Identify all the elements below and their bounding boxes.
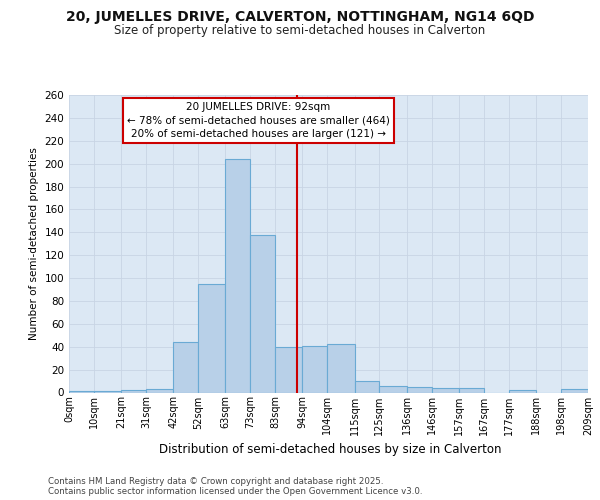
- Bar: [560, 389, 588, 392]
- Bar: [327, 344, 355, 393]
- Text: Contains HM Land Registry data © Crown copyright and database right 2025.
Contai: Contains HM Land Registry data © Crown c…: [48, 476, 422, 496]
- Bar: [198, 284, 226, 393]
- Text: 20 JUMELLES DRIVE: 92sqm
← 78% of semi-detached houses are smaller (464)
20% of : 20 JUMELLES DRIVE: 92sqm ← 78% of semi-d…: [127, 102, 390, 139]
- Bar: [302, 346, 327, 393]
- Y-axis label: Number of semi-detached properties: Number of semi-detached properties: [29, 148, 39, 340]
- Bar: [226, 159, 250, 392]
- Bar: [379, 386, 407, 392]
- Text: Size of property relative to semi-detached houses in Calverton: Size of property relative to semi-detach…: [115, 24, 485, 37]
- Bar: [146, 389, 173, 392]
- Text: 20, JUMELLES DRIVE, CALVERTON, NOTTINGHAM, NG14 6QD: 20, JUMELLES DRIVE, CALVERTON, NOTTINGHA…: [66, 10, 534, 24]
- Bar: [121, 390, 146, 392]
- Bar: [407, 387, 431, 392]
- Bar: [431, 388, 459, 392]
- Bar: [509, 390, 536, 392]
- Bar: [250, 234, 275, 392]
- Text: Distribution of semi-detached houses by size in Calverton: Distribution of semi-detached houses by …: [159, 442, 501, 456]
- Bar: [459, 388, 484, 392]
- Bar: [275, 346, 302, 393]
- Bar: [355, 381, 379, 392]
- Bar: [173, 342, 198, 392]
